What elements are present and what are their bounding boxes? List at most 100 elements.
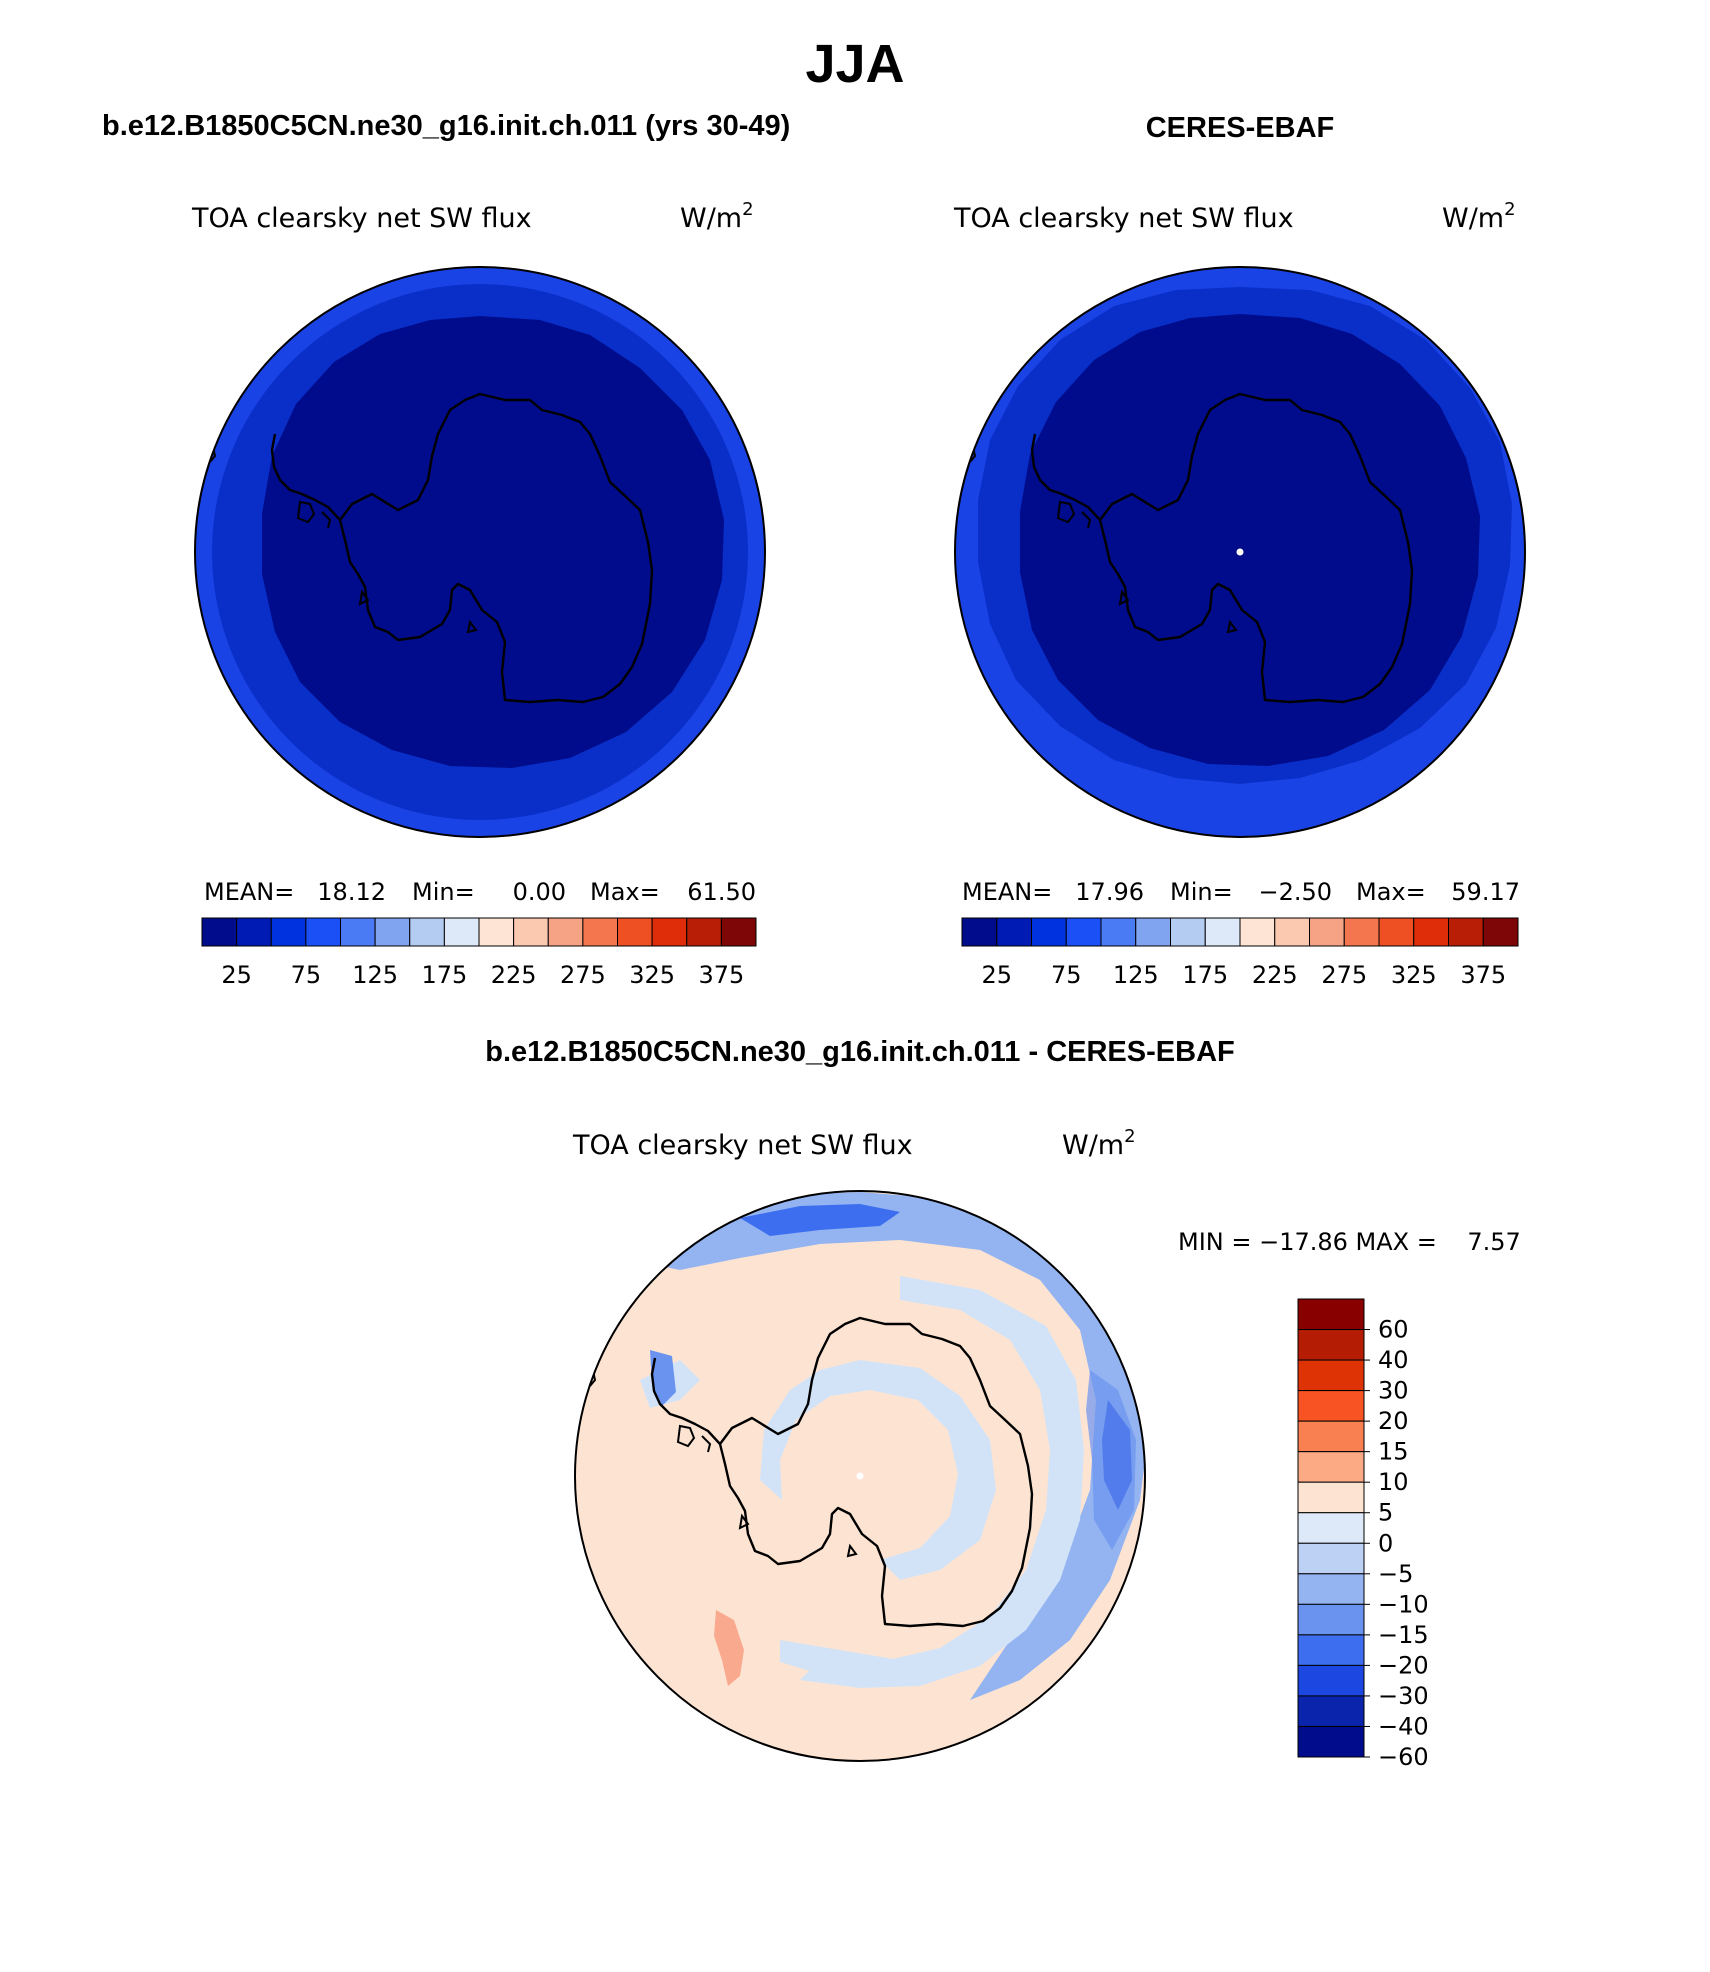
colorbar-tick-label: −40 [1378, 1712, 1429, 1740]
colorbar-swatch [1297, 1512, 1365, 1544]
colorbar-tick-label: 15 [1378, 1438, 1409, 1466]
colorbar-tick-label: 25 [981, 961, 1012, 989]
diff-blue-patch-right-inner [1086, 1370, 1136, 1550]
panel-diff-map-border [574, 1190, 1146, 1762]
stats-mean-value: 18.12 [317, 878, 386, 906]
colorbar-swatch [1448, 917, 1484, 947]
colorbar-tick-label: −60 [1378, 1743, 1429, 1771]
colorbar-tick-label: 275 [560, 961, 606, 989]
colorbar-swatch [1297, 1451, 1365, 1483]
colorbar-tick-label: 75 [291, 961, 322, 989]
colorbar-swatch [651, 917, 688, 947]
colorbar-tick-label: 20 [1378, 1407, 1409, 1435]
colorbar-swatch [443, 917, 480, 947]
colorbar-tick-label: 40 [1378, 1346, 1409, 1374]
panel-model-stats: MEAN= 18.12 Min= 0.00 Max= 61.50 [204, 878, 756, 906]
stats-max-label: Max= [590, 878, 660, 906]
colorbar-tick-label: −15 [1378, 1621, 1429, 1649]
pole-marker [856, 1472, 864, 1480]
panel-obs-colorbar: 25 75 125 175 225 275 325 375 [961, 917, 1519, 989]
colorbar-swatch [547, 917, 584, 947]
panel-model-map [195, 267, 765, 837]
colorbar-tick-label: −30 [1378, 1682, 1429, 1710]
colorbar-swatch [1297, 1481, 1365, 1514]
colorbar-swatch [1297, 1603, 1365, 1636]
colorbar-swatch [617, 917, 653, 947]
colorbar-tick-label: 275 [1321, 961, 1367, 989]
colorbar-tick-label: 5 [1378, 1499, 1393, 1527]
colorbar-swatch [374, 917, 411, 947]
colorbar-tick-label: 30 [1378, 1377, 1409, 1405]
colorbar-swatch [1297, 1634, 1365, 1666]
panel-obs-case-title: CERES-EBAF [1146, 112, 1335, 144]
panel-obs: CERES-EBAF TOA clearsky net SW flux W/m2… [953, 112, 1526, 989]
panel-diff-variable-label: TOA clearsky net SW flux [572, 1130, 913, 1161]
panel-model-variable-label: TOA clearsky net SW flux [191, 203, 532, 234]
colorbar-tick-label: −5 [1378, 1560, 1413, 1588]
colorbar-swatch [996, 917, 1032, 947]
diff-strong-blue-patch-top [740, 1204, 900, 1236]
panel-diff-minmax: MIN = −17.86 MAX = 7.57 [1178, 1228, 1521, 1256]
colorbar-tick-label: 10 [1378, 1468, 1409, 1496]
colorbar-swatch [1482, 917, 1519, 947]
panel-diff-case-title: b.e12.B1850C5CN.ne30_g16.init.ch.011 - C… [485, 1036, 1234, 1068]
colorbar-swatch [720, 917, 757, 947]
colorbar-swatch [686, 917, 722, 947]
colorbar-tick-label: 0 [1378, 1529, 1393, 1557]
colorbar-tick-label: 175 [421, 961, 467, 989]
colorbar-tick-label: 375 [698, 961, 744, 989]
colorbar-swatch [513, 917, 549, 947]
colorbar-tick-label: 75 [1051, 961, 1082, 989]
colorbar-swatch [1297, 1695, 1365, 1727]
panel-model-map-border [194, 266, 766, 838]
colorbar-swatch [270, 917, 307, 947]
panel-obs-variable-label: TOA clearsky net SW flux [953, 203, 1294, 234]
stats-mean-label: MEAN= [204, 878, 294, 906]
colorbar-tick-label: 375 [1460, 961, 1506, 989]
colorbar-swatch [1297, 1664, 1365, 1697]
colorbar-tick-label: 325 [629, 961, 675, 989]
stats-min-value: −2.50 [1258, 878, 1332, 906]
stats-min-label: Min= [412, 878, 475, 906]
panel-model-case-title: b.e12.B1850C5CN.ne30_g16.init.ch.011 (yr… [102, 110, 790, 142]
colorbar-swatch [1297, 1298, 1365, 1331]
colorbar-tick-label: 325 [1391, 961, 1437, 989]
diff-positive-patch [714, 1610, 744, 1686]
colorbar-swatch [582, 917, 618, 947]
colorbar-swatch [1297, 1420, 1365, 1453]
colorbar-tick-label: 60 [1378, 1316, 1409, 1344]
panel-model-colorbar: 25 75 125 175 225 275 325 375 [201, 917, 757, 989]
stats-min-label: Min= [1170, 878, 1233, 906]
colorbar-tick-label: −10 [1378, 1590, 1429, 1618]
colorbar-tick-label: 125 [1113, 961, 1159, 989]
interior-low-flux-region [262, 316, 724, 768]
stats-max-value: 59.17 [1451, 878, 1520, 906]
colorbar-swatch [1239, 917, 1276, 947]
colorbar-tick-label: 225 [1252, 961, 1298, 989]
diff-light-blue-patch-bottom [780, 1640, 900, 1676]
colorbar-tick-label: 125 [352, 961, 398, 989]
colorbar-swatch [1170, 917, 1206, 947]
colorbar-swatch [1309, 917, 1345, 947]
colorbar-swatch [1378, 917, 1415, 947]
colorbar-tick-label: 25 [221, 961, 252, 989]
stats-min-value: 0.00 [513, 878, 566, 906]
colorbar-swatch [1343, 917, 1380, 947]
stats-mean-value: 17.96 [1075, 878, 1144, 906]
diff-blue-patch-upper-left [650, 1350, 676, 1406]
colorbar-tick-label: −20 [1378, 1651, 1429, 1679]
colorbar-swatch [1065, 917, 1102, 947]
colorbar-swatch [340, 917, 376, 947]
colorbar-swatch [409, 917, 445, 947]
panel-obs-map [955, 267, 1525, 837]
colorbar-swatch [1297, 1573, 1365, 1605]
colorbar-swatch [305, 917, 341, 947]
colorbar-swatch [1100, 917, 1137, 947]
panel-obs-stats: MEAN= 17.96 Min= −2.50 Max= 59.17 [962, 878, 1520, 906]
stats-max-label: Max= [1356, 878, 1426, 906]
panel-obs-units-label: W/m2 [1442, 199, 1516, 234]
stats-max-value: 61.50 [687, 878, 756, 906]
colorbar-swatch [1274, 917, 1310, 947]
